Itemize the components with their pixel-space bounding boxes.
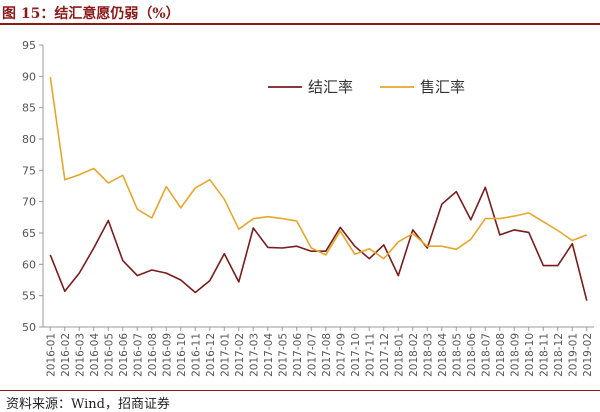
x-tick-label: 2017-02 — [234, 333, 246, 377]
x-tick-label: 2018-03 — [422, 333, 434, 377]
y-tick-label: 75 — [22, 164, 36, 177]
x-tick-label: 2017-01 — [219, 333, 231, 377]
x-tick-label: 2019-02 — [582, 333, 594, 377]
series-line-2 — [49, 76, 588, 260]
x-tick-label: 2016-02 — [60, 333, 72, 377]
x-tick-label: 2016-11 — [190, 333, 202, 377]
y-tick-label: 85 — [22, 102, 36, 115]
x-tick-label: 2016-08 — [147, 333, 159, 377]
x-tick-label: 2018-10 — [524, 333, 536, 377]
x-tick-label: 2016-09 — [161, 333, 173, 377]
x-tick-label: 2017-05 — [277, 333, 289, 377]
x-tick-label: 2016-01 — [45, 333, 57, 377]
source-note: 资料来源：Wind，招商证券 — [6, 397, 170, 412]
x-tick-label: 2016-04 — [89, 333, 101, 377]
y-tick-label: 60 — [22, 258, 36, 271]
x-tick-label: 2017-06 — [292, 333, 304, 377]
x-tick-label: 2018-05 — [451, 333, 463, 377]
x-tick-label: 2017-10 — [350, 333, 362, 377]
x-tick-label: 2019-01 — [567, 333, 579, 377]
y-tick-label: 70 — [22, 196, 36, 209]
x-tick-label: 2017-09 — [335, 333, 347, 377]
y-tick-label: 95 — [22, 39, 36, 52]
x-tick-label: 2018-09 — [509, 333, 521, 377]
x-tick-label: 2016-10 — [176, 333, 188, 377]
x-tick-label: 2017-04 — [263, 333, 275, 377]
x-tick-label: 2018-02 — [408, 333, 420, 377]
x-tick-label: 2016-05 — [103, 333, 115, 377]
x-tick-label: 2018-08 — [495, 333, 507, 377]
x-tick-label: 2018-11 — [538, 333, 550, 377]
figure-title: 图 15：结汇意愿仍弱（%） — [2, 6, 180, 22]
x-tick-label: 2018-07 — [480, 333, 492, 377]
x-tick-label: 2016-03 — [74, 333, 86, 377]
x-tick-label: 2017-08 — [321, 333, 333, 377]
x-tick-label: 2018-12 — [553, 333, 565, 377]
legend-label-1: 结汇率 — [308, 78, 353, 96]
x-tick-label: 2018-01 — [393, 333, 405, 377]
x-tick-label: 2018-04 — [437, 333, 449, 377]
y-tick-label: 65 — [22, 227, 36, 240]
x-tick-label: 2017-12 — [379, 333, 391, 377]
x-tick-label: 2016-12 — [205, 333, 217, 377]
x-tick-label: 2017-07 — [306, 333, 318, 377]
x-tick-label: 2017-03 — [248, 333, 260, 377]
y-tick-label: 90 — [22, 70, 36, 83]
y-axis: 50 55 60 65 70 75 80 85 90 95 — [22, 39, 44, 334]
series-layer — [49, 76, 588, 301]
y-tick-label: 55 — [22, 290, 36, 303]
x-tick-label: 2018-06 — [466, 333, 478, 377]
x-tick-label: 2016-07 — [132, 333, 144, 377]
x-axis: 2016-01 2016-02 2016-03 2016-04 2016-05 2016-… — [43, 326, 594, 377]
y-tick-label: 80 — [22, 133, 36, 146]
y-tick-label: 50 — [22, 321, 36, 334]
legend: 结汇率 售汇率 — [268, 78, 465, 96]
x-tick-label: 2016-06 — [118, 333, 130, 377]
legend-label-2: 售汇率 — [420, 78, 465, 96]
source-rule — [0, 390, 600, 391]
x-tick-label: 2017-11 — [364, 333, 376, 377]
title-rule — [0, 23, 600, 25]
series-line-1 — [49, 186, 588, 301]
